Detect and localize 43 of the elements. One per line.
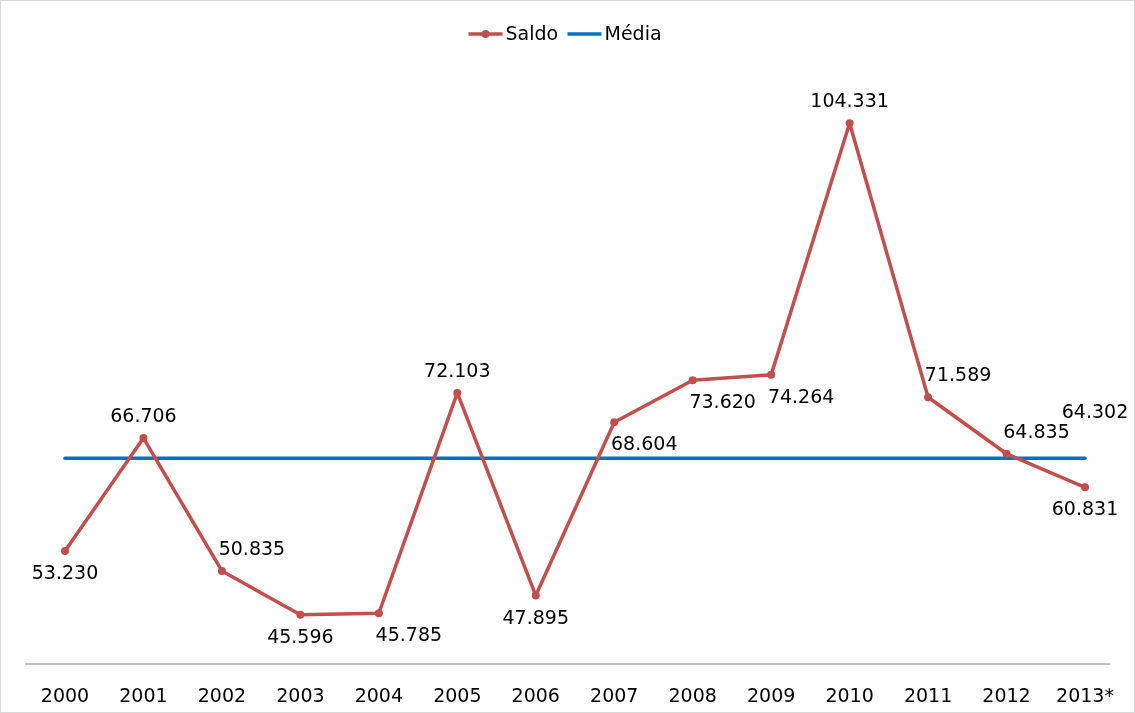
point [139, 434, 148, 443]
data-label: 50.835 [218, 536, 286, 559]
data-label: 45.596 [267, 624, 334, 647]
point [531, 591, 540, 600]
x-tick-label: 2013* [1056, 684, 1114, 706]
point [374, 609, 383, 618]
data-label: 73.620 [689, 390, 756, 413]
x-tick-label: 2006 [511, 684, 560, 706]
data-label: 47.895 [502, 605, 570, 628]
data-label: 74.264 [767, 384, 835, 407]
data-label: 66.706 [110, 404, 177, 427]
legend-label: Média [604, 22, 662, 44]
data-label: 71.589 [924, 363, 992, 386]
x-tick-label: 2012 [982, 684, 1031, 706]
x-tick-label: 2005 [433, 684, 482, 706]
point [924, 393, 933, 402]
legend-label: Saldo [505, 22, 559, 44]
point [217, 566, 226, 575]
point [610, 418, 619, 427]
data-label: 53.230 [31, 560, 99, 583]
x-tick-label: 2004 [354, 684, 404, 706]
data-label: 72.103 [424, 358, 491, 381]
data-label: 68.604 [610, 432, 678, 455]
x-tick-label: 2000 [40, 684, 90, 706]
point [453, 388, 462, 397]
point [1081, 483, 1089, 492]
point [1002, 449, 1011, 458]
x-tick-label: 2003 [276, 684, 325, 706]
point [767, 370, 776, 379]
point [845, 119, 854, 128]
data-label: 104.331 [810, 89, 889, 112]
x-tick-label: 2011 [903, 684, 953, 706]
data-label: 60.831 [1051, 497, 1119, 520]
point [296, 610, 305, 619]
x-tick-label: 2007 [590, 684, 639, 706]
x-tick-label: 2002 [197, 684, 247, 706]
x-tick-label: 2010 [825, 684, 874, 706]
data-label: 45.785 [375, 623, 443, 646]
x-tick-label: 2009 [746, 684, 796, 706]
x-tick-label: 2008 [668, 684, 717, 706]
point [688, 376, 697, 385]
point [61, 546, 69, 555]
x-tick-label: 2001 [119, 684, 168, 706]
